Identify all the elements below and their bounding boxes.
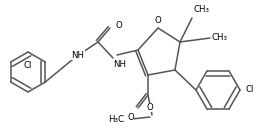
Text: CH₃: CH₃ bbox=[212, 34, 228, 42]
Text: H₃C: H₃C bbox=[108, 115, 124, 123]
Text: NH: NH bbox=[113, 60, 126, 69]
Text: Cl: Cl bbox=[245, 85, 253, 95]
Text: O: O bbox=[155, 16, 161, 25]
Text: O: O bbox=[127, 113, 134, 122]
Text: O: O bbox=[147, 103, 153, 112]
Text: CH₃: CH₃ bbox=[194, 5, 210, 14]
Text: NH: NH bbox=[71, 51, 84, 59]
Text: Cl: Cl bbox=[24, 61, 32, 70]
Text: O: O bbox=[115, 22, 122, 31]
